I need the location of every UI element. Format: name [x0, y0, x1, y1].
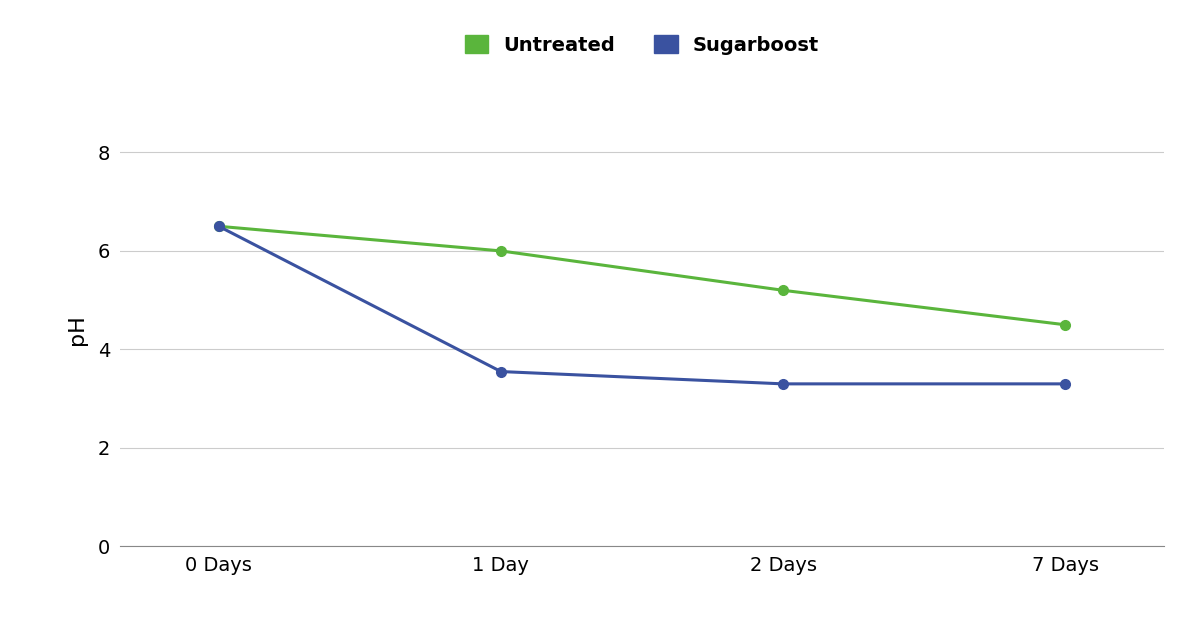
- Sugarboost: [493, 368, 508, 376]
- Line: Sugarboost: Sugarboost: [214, 222, 1070, 389]
- Line: Untreated: Untreated: [214, 222, 1070, 330]
- Sugarboost: [211, 222, 226, 230]
- Untreated: [211, 222, 226, 230]
- Y-axis label: pH: pH: [67, 315, 86, 345]
- Untreated: [776, 286, 791, 294]
- Sugarboost: [1058, 380, 1073, 387]
- Sugarboost: [776, 380, 791, 387]
- Untreated: [1058, 321, 1073, 328]
- Legend: Untreated, Sugarboost: Untreated, Sugarboost: [457, 28, 827, 62]
- Untreated: [493, 247, 508, 255]
